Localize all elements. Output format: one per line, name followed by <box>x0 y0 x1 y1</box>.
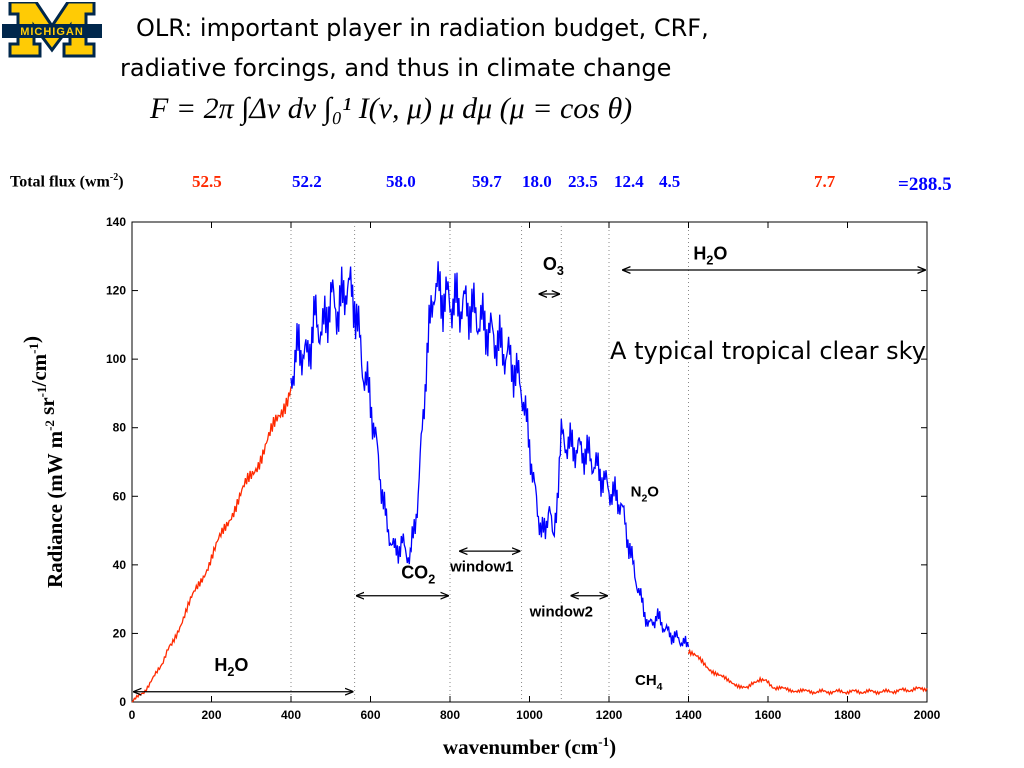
x-axis-label: wavenumber (cm-1) <box>443 734 616 759</box>
chart-annotation: CO2 <box>401 563 435 587</box>
title-line-2: radiative forcings, and thus in climate … <box>120 54 672 82</box>
chart-annotation: window1 <box>449 559 513 576</box>
slide-title: OLR: important player in radiation budge… <box>120 8 840 88</box>
x-tick-label: 1800 <box>834 708 861 722</box>
y-tick-label: 80 <box>113 421 127 435</box>
y-tick-label: 120 <box>106 284 126 298</box>
x-tick-label: 200 <box>201 708 221 722</box>
chart-annotation: window2 <box>529 603 593 620</box>
x-tick-label: 1000 <box>516 708 543 722</box>
x-tick-label: 1600 <box>755 708 782 722</box>
spectrum-red-segment <box>687 648 928 696</box>
chart-annotation: H2O <box>214 655 248 679</box>
y-axis-label: Radiance (mW m-2 sr-1/cm-1) <box>19 336 67 588</box>
flux-value: 52.5 <box>192 172 222 191</box>
y-tick-label: 100 <box>106 352 126 366</box>
chart-annotation: H2O <box>693 244 727 268</box>
spectrum-blue-segment <box>290 261 690 648</box>
flux-total: =288.5 <box>898 174 952 195</box>
flux-value: 7.7 <box>814 172 836 191</box>
flux-value: 18.0 <box>522 172 552 191</box>
y-tick-label: 0 <box>119 695 126 709</box>
x-tick-label: 800 <box>440 708 460 722</box>
spectrum-red-segment <box>131 386 292 703</box>
x-tick-label: 2000 <box>914 708 941 722</box>
chart-annotation: A typical tropical clear sky <box>610 337 926 365</box>
chart-annotation: CH4 <box>635 672 663 693</box>
x-tick-label: 600 <box>360 708 380 722</box>
flux-value: 12.4 <box>614 172 644 191</box>
x-tick-label: 1200 <box>596 708 623 722</box>
flux-value: 58.0 <box>386 172 416 191</box>
y-tick-label: 20 <box>113 626 127 640</box>
flux-label-end: ) <box>118 173 124 191</box>
flux-label-sup: -2 <box>109 172 119 183</box>
flux-label: Total flux (wm-2) <box>10 172 124 191</box>
x-tick-label: 0 <box>129 708 136 722</box>
y-tick-label: 40 <box>113 558 127 572</box>
radiance-chart: 0 200 400 600 800 1000 1200 1400 1600 1800 2000 0 20… <box>19 215 941 759</box>
y-tick-label: 60 <box>113 489 127 503</box>
flux-value: 59.7 <box>472 172 502 191</box>
x-tick-label: 400 <box>281 708 301 722</box>
y-tick-label: 140 <box>106 215 126 229</box>
flux-value: 23.5 <box>568 172 598 191</box>
flux-formula: F = 2π ∫Δν dν ∫₀¹ I(ν, μ) μ dμ (μ = cos … <box>150 92 633 125</box>
flux-value: 52.2 <box>292 172 322 191</box>
x-tick-label: 1400 <box>675 708 702 722</box>
logo-text: MICHIGAN <box>20 26 84 38</box>
flux-value: 4.5 <box>659 172 681 191</box>
michigan-logo: MICHIGAN <box>2 2 102 58</box>
flux-row: Total flux (wm-2) 52.5 52.2 58.0 59.7 18… <box>0 172 1024 196</box>
chart-annotation: O3 <box>543 254 564 278</box>
title-line-1: OLR: important player in radiation budge… <box>136 14 709 42</box>
chart-annotation: N2O <box>631 483 660 504</box>
flux-label-text: Total flux (wm <box>10 173 110 191</box>
